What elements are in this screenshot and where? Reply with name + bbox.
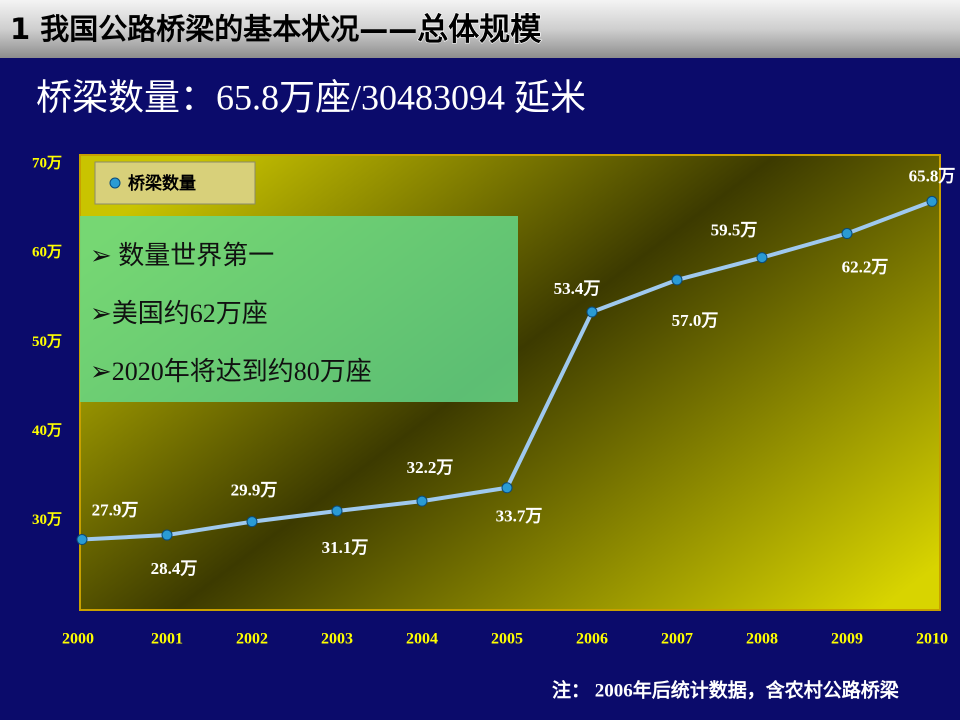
heading: 1 我国公路桥梁的基本状况——总体规模 <box>10 12 541 48</box>
legend-label: 桥梁数量 <box>128 173 196 194</box>
y-tick-label: 60万 <box>32 244 62 261</box>
data-point <box>76 534 88 546</box>
y-tick-label: 70万 <box>32 154 62 171</box>
data-label: 33.7万 <box>496 507 543 526</box>
note: ➢2020年将达到约80万座 <box>90 357 372 386</box>
note: ➢美国约62万座 <box>90 299 268 328</box>
footnote: 注： 2006年后统计数据，含农村公路桥梁 <box>552 678 900 701</box>
x-tick-label: 2010 <box>916 631 948 648</box>
note: ➢ 数量世界第一 <box>90 241 274 270</box>
legend-marker <box>109 177 121 189</box>
title-bar <box>0 0 960 58</box>
data-point <box>161 529 173 541</box>
x-tick-label: 2007 <box>661 631 693 648</box>
y-tick-label: 40万 <box>32 422 62 439</box>
data-label: 28.4万 <box>151 559 198 578</box>
data-label: 27.9万 <box>92 500 139 519</box>
data-point <box>841 228 853 240</box>
data-point <box>671 274 683 286</box>
x-tick-label: 2003 <box>321 631 353 648</box>
data-label: 57.0万 <box>672 311 719 330</box>
heading-emphasis: 总体规模 <box>417 12 541 48</box>
data-label: 62.2万 <box>842 257 889 276</box>
data-label: 29.9万 <box>231 481 278 500</box>
x-tick-label: 2002 <box>236 631 268 648</box>
data-point <box>331 505 343 517</box>
data-label: 59.5万 <box>711 221 758 240</box>
note-box <box>80 216 518 402</box>
x-tick-label: 2005 <box>491 631 523 648</box>
x-tick-label: 2009 <box>831 631 863 648</box>
data-point <box>756 252 768 264</box>
x-tick-label: 2004 <box>406 631 438 648</box>
y-tick-label: 30万 <box>32 511 62 528</box>
heading-text: 1 我国公路桥梁的基本状况—— <box>10 12 417 46</box>
data-label: 32.2万 <box>407 458 454 477</box>
data-label: 31.1万 <box>322 538 369 557</box>
data-point <box>416 495 428 507</box>
x-tick-label: 2000 <box>62 631 94 648</box>
data-label: 65.8万 <box>909 166 956 185</box>
subtitle: 桥梁数量：65.8万座/30483094 延米 <box>36 77 586 117</box>
data-label: 53.4万 <box>554 279 601 298</box>
legend <box>94 161 256 205</box>
x-tick-label: 2006 <box>576 631 608 648</box>
data-point <box>586 306 598 318</box>
data-point <box>501 482 513 494</box>
x-tick-label: 2008 <box>746 631 778 648</box>
y-tick-label: 50万 <box>32 333 62 350</box>
x-tick-label: 2001 <box>151 631 183 648</box>
data-point <box>926 195 938 207</box>
data-point <box>246 516 258 528</box>
